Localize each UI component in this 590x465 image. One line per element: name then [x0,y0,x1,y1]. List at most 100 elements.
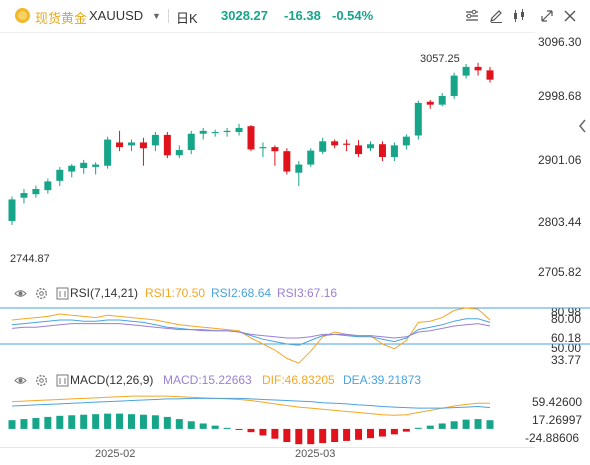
candle [259,142,267,157]
candlestick-chart[interactable] [0,32,535,282]
macd-histogram-bar [44,416,52,429]
close-icon[interactable] [562,8,578,24]
period-selector[interactable]: 日K [176,11,198,26]
rsi-y-tick: 33.77 [551,353,582,367]
candle [462,63,470,79]
macd-histogram-bar [438,423,446,429]
candle [295,161,303,187]
candle [199,127,207,140]
candle [271,145,279,166]
rsi-series-line [11,323,491,339]
macd-histogram-bar [199,423,207,429]
candle-body [44,181,52,191]
macd-y-tick: 59.42600 [532,395,583,409]
visibility-icon[interactable] [14,287,27,300]
candle-body [402,136,410,146]
price-change-percent: -0.54% [332,8,374,23]
macd-histogram-bar [271,428,279,439]
candle-body [462,66,470,76]
macd-y-tick: -24.88606 [525,431,580,445]
candle-body [104,139,112,166]
candle [235,123,243,136]
candle-body [32,188,40,195]
candle [331,139,339,149]
candle-body [426,101,434,105]
macd-y-tick: 17.26997 [532,413,583,427]
instrument-symbol[interactable]: XAUUSD [89,8,144,23]
candle [104,136,112,169]
y-tick-label: 2705.82 [538,265,582,279]
gear-icon[interactable] [35,374,48,387]
candle-body [116,142,124,148]
candle-body [355,145,363,155]
candle-type-icon[interactable] [511,8,527,24]
rsi-y-tick: 60.18 [551,331,582,345]
gold-coin-icon [15,8,30,23]
candle [151,132,159,152]
macd-histogram-bar [175,419,183,429]
macd-panel[interactable] [0,388,535,448]
macd-histogram-bar [402,428,410,432]
gear-icon[interactable] [35,287,48,300]
x-tick-label: 2025-02 [95,448,136,460]
chart-header: 现货黄金 XAUUSD ▼ 日K 3028.27 -16.38 -0.54% [0,0,590,32]
candle-body [20,193,28,198]
rsi2-value: RSI2:68.64 [211,286,272,300]
visibility-icon[interactable] [14,374,27,387]
rsi-panel[interactable] [0,302,590,368]
macd-value: MACD:15.22663 [163,373,252,387]
macd-histogram-bar [211,425,219,429]
candle [438,93,446,107]
candle-body [331,141,339,146]
indicator-toggle-icon[interactable] [56,287,69,300]
macd-histogram-bar [367,428,374,439]
macd-histogram-bar [450,421,458,429]
draw-icon[interactable] [488,8,504,24]
candle-body [414,102,422,136]
candle [116,130,124,152]
macd-histogram-bar [20,419,28,429]
indicator-toggle-icon[interactable] [56,374,69,387]
candle-body [163,134,171,156]
candle-body [271,147,279,152]
candle-body [343,143,351,145]
candle-body [295,164,303,173]
macd-histogram-bar [247,428,255,433]
macd-histogram-bar [355,428,363,440]
header-divider [168,9,169,23]
candle-body [151,134,159,146]
macd-histogram-bar [187,421,195,429]
candle [450,72,458,99]
y-tick-label: 2803.44 [538,215,582,229]
candle-body [367,144,374,149]
macd-histogram-bar [343,428,351,441]
chevron-left-icon[interactable] [577,116,589,136]
collapse-icon[interactable] [539,8,555,24]
macd-histogram-bar [151,415,159,429]
macd-histogram-bar [486,420,494,429]
candle [486,66,494,83]
instrument-name[interactable]: 现货黄金 [35,11,88,26]
dif-line [11,395,490,416]
macd-histogram-bar [80,414,88,429]
macd-histogram-bar [378,428,386,437]
macd-histogram-bar [163,416,171,429]
candle [68,163,76,178]
dea-value: DEA:39.21873 [343,373,422,387]
candle [319,137,327,155]
candle-body [235,127,243,132]
y-tick-label: 2901.06 [538,153,582,167]
candle [307,148,315,167]
candle [163,132,171,159]
macd-histogram-bar [116,413,124,429]
candle [56,166,64,187]
macd-histogram-bar [414,427,422,429]
candle-body [223,130,231,132]
candle-body [319,141,327,152]
rsi-title: RSI(7,14,21) [70,286,139,300]
candle-body [211,132,219,133]
settings-icon[interactable] [464,8,480,24]
chevron-down-icon[interactable]: ▼ [152,11,161,21]
macd-histogram-bar [128,414,135,429]
candle [474,62,482,76]
